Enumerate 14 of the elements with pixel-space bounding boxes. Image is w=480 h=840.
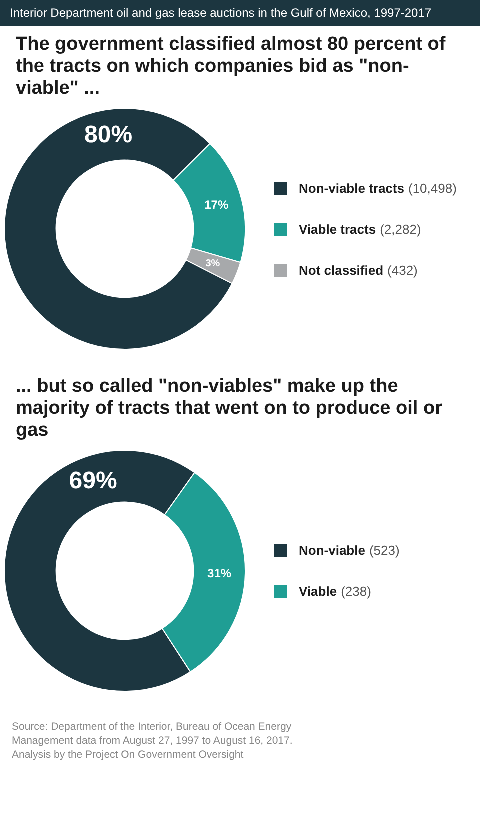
legend-label: Non-viable (523) xyxy=(299,543,400,558)
chart-subtitle: The government classified almost 80 percent of the tracts on which companies bid as "non-viable" ... xyxy=(15,33,447,101)
legend-label: Viable tracts (2,282) xyxy=(299,222,422,236)
legend-label: Non-viable tracts (10,498) xyxy=(299,180,457,196)
data-label: 80% xyxy=(84,121,133,148)
data-label: 3% xyxy=(206,258,220,270)
data-label: 69% xyxy=(69,468,118,495)
chart-title: ... but so called "non-viables" make up the majority of tracts that went on to produce oil or gas xyxy=(15,375,444,443)
data-label: 31% xyxy=(208,566,232,581)
source-note: Source: Department of the Interior, Bureau of Ocean Energy Management data from August 27, 1997 to August 16, 2017. Analysis by the Project On Government Oversight xyxy=(11,720,294,762)
legend-label: Viable (238) xyxy=(299,584,372,599)
data-label: 17% xyxy=(204,198,229,212)
legend-label: Not classified (432) xyxy=(299,262,418,278)
chart-title: Interior Department oil and gas lease auctions in the Gulf of Mexico, 1997-2017 xyxy=(0,0,480,26)
